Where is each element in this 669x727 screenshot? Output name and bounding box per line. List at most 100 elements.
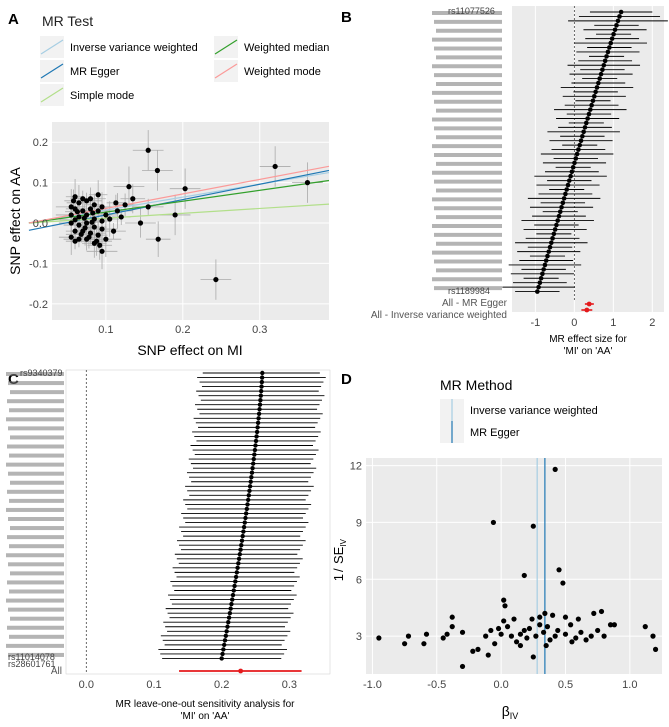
snp-point <box>550 612 556 618</box>
snp-estimate <box>594 85 600 90</box>
snp-estimate <box>550 236 555 241</box>
x-tick-label: 0.1 <box>146 679 161 691</box>
panel-a-ylabel: SNP effect on AA <box>7 167 23 275</box>
snp-point <box>103 212 109 218</box>
snp-point <box>542 610 548 616</box>
loo-estimate <box>252 447 258 453</box>
loo-estimate <box>245 502 250 507</box>
legend-label: Weighted median <box>244 42 329 54</box>
snp-point <box>470 648 476 654</box>
snp-label-stack <box>10 390 64 395</box>
snp-label-stack <box>434 259 502 264</box>
snp-estimate <box>537 280 543 285</box>
snp-point <box>68 234 74 240</box>
snp-point <box>562 631 569 637</box>
snp-estimate <box>593 89 598 95</box>
legend-key-line <box>40 39 64 55</box>
x-tick-label: 1 <box>610 317 616 329</box>
snp-label-stack <box>436 188 502 193</box>
snp-point <box>74 209 80 215</box>
y-tick-label: 0.2 <box>33 137 48 149</box>
snp-estimate <box>561 196 567 201</box>
snp-label-stack <box>7 399 64 404</box>
snp-estimate <box>548 240 554 246</box>
snp-label: rs1189984 <box>448 286 490 296</box>
snp-label-stack <box>436 268 502 273</box>
snp-estimate <box>565 182 571 188</box>
all-estimate <box>238 668 244 674</box>
x-tick-label: -0.5 <box>427 679 446 691</box>
snp-point <box>99 204 105 210</box>
snp-estimate <box>577 142 583 148</box>
snp-point <box>541 629 547 635</box>
legend-label: MR Egger <box>470 427 520 439</box>
loo-estimate <box>221 642 227 648</box>
snp-estimate <box>605 49 611 55</box>
snp-point <box>90 210 96 216</box>
panel-d-ylabel: 1 / SEIV <box>331 538 348 581</box>
x-tick-label: 2 <box>649 317 655 329</box>
snp-point <box>583 637 589 643</box>
snp-point <box>130 196 136 202</box>
snp-label-stack <box>434 46 502 51</box>
snp-label-stack <box>432 144 502 149</box>
snp-estimate <box>611 31 616 37</box>
snp-point <box>530 523 536 529</box>
snp-point <box>402 641 408 647</box>
snp-estimate <box>615 18 621 24</box>
snp-label-stack <box>8 471 64 476</box>
snp-point <box>459 629 466 635</box>
x-tick-label: 0 <box>571 317 577 329</box>
snp-point <box>99 218 105 224</box>
snp-point <box>537 614 543 620</box>
y-tick-label: 6 <box>356 574 362 586</box>
snp-point <box>568 622 574 628</box>
snp-label-stack <box>432 90 502 95</box>
snp-estimate <box>535 289 540 294</box>
snp-point <box>76 214 82 220</box>
legend-key-line <box>214 39 238 55</box>
x-tick-label: -1.0 <box>363 679 382 691</box>
snp-point <box>137 220 144 226</box>
x-tick-label: 0.0 <box>79 679 94 691</box>
snp-point <box>103 236 109 242</box>
loo-estimate <box>258 388 264 394</box>
snp-estimate <box>542 262 548 268</box>
snp-point <box>107 216 113 222</box>
loo-estimate <box>243 515 248 521</box>
loo-estimate <box>238 547 243 552</box>
loo-estimate <box>223 633 229 639</box>
snp-label-stack <box>10 526 64 531</box>
snp-estimate <box>546 249 552 254</box>
snp-estimate <box>536 284 541 290</box>
panel-label-b: B <box>341 9 352 26</box>
snp-label-stack <box>432 37 502 42</box>
snp-point <box>87 206 94 212</box>
snp-estimate <box>582 125 588 130</box>
snp-label-stack <box>436 108 502 113</box>
snp-estimate <box>596 80 601 86</box>
snp-estimate <box>568 173 573 179</box>
snp-label-stack <box>7 580 64 585</box>
snp-point <box>97 242 103 248</box>
snp-estimate <box>555 218 560 223</box>
snp-estimate <box>578 138 584 143</box>
snp-label-stack <box>7 444 64 449</box>
snp-estimate <box>597 76 602 81</box>
loo-estimate <box>249 470 255 475</box>
y-tick-label: 3 <box>356 631 362 643</box>
x-tick-label: -1 <box>530 317 540 329</box>
loo-estimate <box>227 610 233 616</box>
snp-label-stack <box>8 381 64 386</box>
snp-label-stack <box>436 135 502 140</box>
snp-point <box>501 597 507 603</box>
snp-point <box>488 627 494 634</box>
snp-label-stack <box>434 179 502 184</box>
panel-d-plot-area <box>366 458 662 674</box>
snp-point <box>76 236 82 242</box>
snp-estimate <box>589 102 594 108</box>
snp-label-stack <box>432 170 502 175</box>
snp-point <box>575 616 581 622</box>
loo-estimate <box>226 615 232 620</box>
snp-label-stack <box>434 19 502 24</box>
